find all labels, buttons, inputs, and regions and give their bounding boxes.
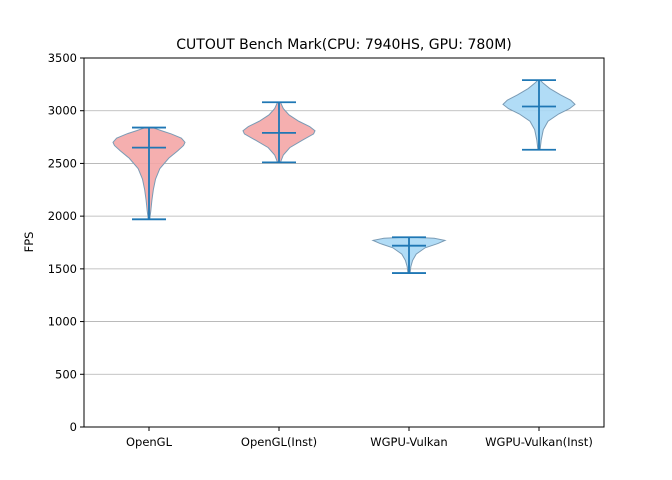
stat-lines bbox=[132, 79, 556, 274]
y-tick-label: 500 bbox=[55, 367, 77, 381]
y-tick-label: 3000 bbox=[48, 104, 77, 118]
plot-frame bbox=[83, 57, 605, 428]
x-axis-ticks: OpenGL OpenGL(Inst) WGPU-Vulkan WGPU-Vulkan… bbox=[126, 427, 593, 449]
y-tick-label: 2000 bbox=[48, 209, 77, 223]
chart-title: CUTOUT Bench Mark(CPU: 7940HS, GPU: 780M… bbox=[176, 37, 511, 53]
y-tick-label: 0 bbox=[70, 420, 77, 434]
y-tick-label: 2500 bbox=[48, 156, 77, 170]
x-tick-label: OpenGL(Inst) bbox=[241, 435, 317, 449]
y-tick-label: 1500 bbox=[48, 262, 77, 276]
violins bbox=[112, 79, 576, 274]
y-tick-label: 3500 bbox=[48, 51, 77, 65]
y-axis-ticks: 0 500 1000 1500 2000 2500 3000 3500 bbox=[48, 51, 84, 434]
x-tick-label: WGPU-Vulkan bbox=[370, 435, 447, 449]
y-tick-label: 1000 bbox=[48, 315, 77, 329]
grid-lines bbox=[84, 110, 604, 375]
x-tick-label: WGPU-Vulkan(Inst) bbox=[485, 435, 593, 449]
x-tick-label: OpenGL bbox=[126, 435, 173, 449]
y-axis-label: FPS bbox=[22, 232, 36, 253]
